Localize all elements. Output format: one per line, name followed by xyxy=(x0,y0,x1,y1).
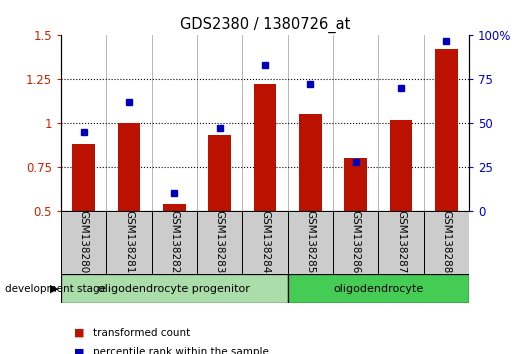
Text: ▶: ▶ xyxy=(50,284,58,293)
Bar xyxy=(197,211,242,274)
Text: oligodendrocyte: oligodendrocyte xyxy=(333,284,423,293)
Text: GSM138282: GSM138282 xyxy=(169,210,179,273)
Bar xyxy=(333,211,378,274)
Bar xyxy=(152,211,197,274)
Bar xyxy=(208,135,231,211)
Bar xyxy=(344,158,367,211)
Text: GSM138283: GSM138283 xyxy=(215,210,225,273)
Bar xyxy=(61,274,288,303)
Text: percentile rank within the sample: percentile rank within the sample xyxy=(93,347,269,354)
Text: GSM138285: GSM138285 xyxy=(305,210,315,273)
Bar xyxy=(118,123,140,211)
Bar xyxy=(423,211,469,274)
Bar xyxy=(242,211,288,274)
Text: GSM138287: GSM138287 xyxy=(396,210,406,273)
Bar xyxy=(288,211,333,274)
Bar xyxy=(299,114,322,211)
Text: GSM138281: GSM138281 xyxy=(124,210,134,273)
Text: GSM138288: GSM138288 xyxy=(441,210,452,273)
Text: transformed count: transformed count xyxy=(93,328,190,338)
Bar xyxy=(163,204,186,211)
Text: development stage: development stage xyxy=(5,284,107,293)
Bar xyxy=(61,211,107,274)
Text: ■: ■ xyxy=(74,347,85,354)
Text: oligodendrocyte progenitor: oligodendrocyte progenitor xyxy=(99,284,250,293)
Bar xyxy=(254,85,276,211)
Bar xyxy=(378,211,423,274)
Text: GSM138284: GSM138284 xyxy=(260,210,270,273)
Text: GSM138280: GSM138280 xyxy=(78,210,89,273)
Bar xyxy=(435,50,458,211)
Bar xyxy=(72,144,95,211)
Title: GDS2380 / 1380726_at: GDS2380 / 1380726_at xyxy=(180,16,350,33)
Bar xyxy=(107,211,152,274)
Bar xyxy=(288,274,469,303)
Text: ■: ■ xyxy=(74,328,85,338)
Text: GSM138286: GSM138286 xyxy=(351,210,361,273)
Bar xyxy=(390,120,412,211)
